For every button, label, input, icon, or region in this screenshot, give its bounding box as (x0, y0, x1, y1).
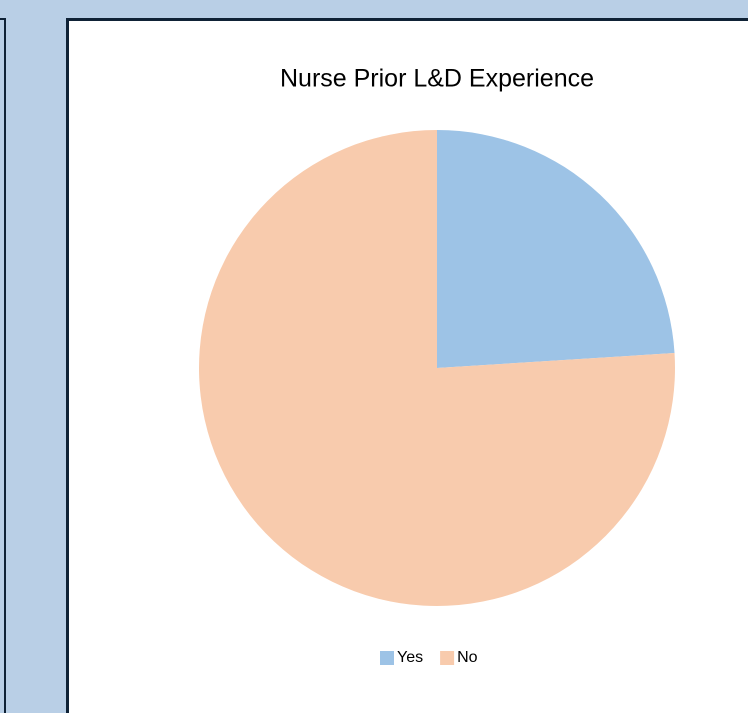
pie (199, 130, 675, 606)
legend-swatch (440, 651, 455, 665)
chart-title: Nurse Prior L&D Experience (280, 65, 594, 93)
legend-label: No (457, 649, 478, 666)
legend-label: Yes (397, 649, 423, 666)
legend-swatch (380, 651, 394, 665)
left-panel (0, 18, 6, 713)
legend: Yes No (380, 649, 478, 666)
pie-slice (437, 130, 675, 368)
pie-slice (199, 130, 675, 606)
